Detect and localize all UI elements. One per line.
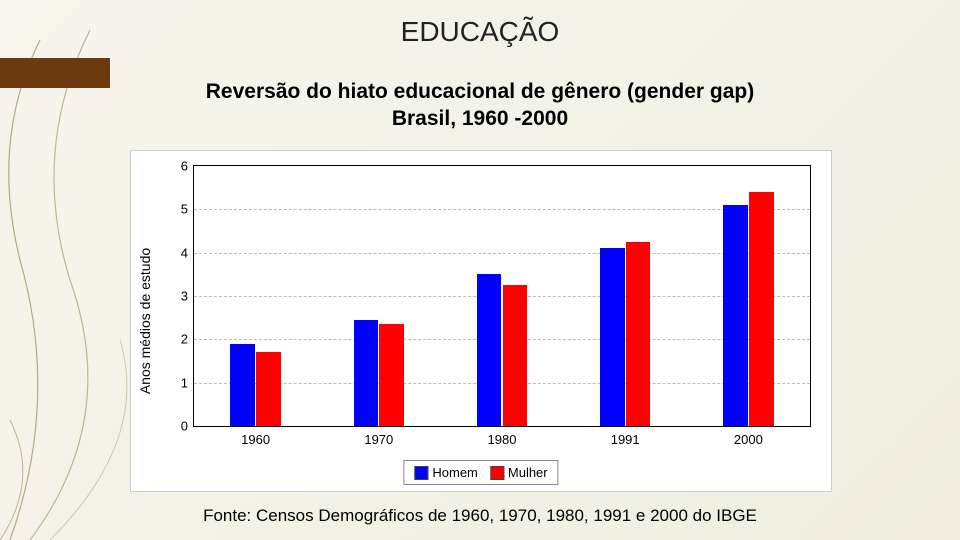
y-axis-label: Anos médios de estudo bbox=[137, 248, 153, 394]
legend-label-homem: Homem bbox=[432, 465, 478, 480]
bar-mulher-1980 bbox=[503, 285, 528, 426]
legend-item-mulher: Mulher bbox=[490, 465, 548, 480]
bar-homem-1991 bbox=[600, 248, 625, 426]
x-tick-label: 2000 bbox=[734, 432, 763, 447]
bar-homem-1970 bbox=[354, 320, 379, 426]
legend-swatch-homem bbox=[414, 466, 428, 480]
legend-label-mulher: Mulher bbox=[508, 465, 548, 480]
y-tick-label: 4 bbox=[181, 245, 188, 260]
bar-mulher-1960 bbox=[256, 352, 281, 426]
x-tick-label: 1960 bbox=[241, 432, 270, 447]
chart-title: Reversão do hiato educacional de gênero … bbox=[0, 78, 960, 133]
x-tick-label: 1970 bbox=[364, 432, 393, 447]
subtitle-line1: Reversão do hiato educacional de gênero … bbox=[206, 80, 754, 103]
gridline bbox=[194, 209, 810, 210]
bar-homem-1960 bbox=[230, 344, 255, 426]
x-tick-label: 1991 bbox=[611, 432, 640, 447]
gridline bbox=[194, 253, 810, 254]
legend-swatch-mulher bbox=[490, 466, 504, 480]
chart-container: Anos médios de estudo 012345619601970198… bbox=[130, 150, 832, 492]
y-tick-label: 1 bbox=[181, 375, 188, 390]
y-tick-label: 2 bbox=[181, 332, 188, 347]
bar-mulher-2000 bbox=[749, 192, 774, 426]
source-caption: Fonte: Censos Demográficos de 1960, 1970… bbox=[0, 506, 960, 526]
corner-accent bbox=[0, 58, 110, 88]
bar-mulher-1991 bbox=[626, 242, 651, 426]
y-tick-label: 5 bbox=[181, 202, 188, 217]
bar-mulher-1970 bbox=[379, 324, 404, 426]
y-tick-label: 0 bbox=[181, 419, 188, 434]
subtitle-line2: Brasil, 1960 -2000 bbox=[392, 107, 568, 130]
legend: Homem Mulher bbox=[403, 460, 558, 485]
bar-homem-1980 bbox=[477, 274, 502, 426]
y-tick-label: 3 bbox=[181, 289, 188, 304]
x-tick-label: 1980 bbox=[488, 432, 517, 447]
bar-homem-2000 bbox=[723, 205, 748, 426]
plot-area: 012345619601970198019912000 bbox=[193, 165, 811, 427]
page-title: EDUCAÇÃO bbox=[0, 16, 960, 48]
y-tick-label: 6 bbox=[181, 159, 188, 174]
legend-item-homem: Homem bbox=[414, 465, 478, 480]
